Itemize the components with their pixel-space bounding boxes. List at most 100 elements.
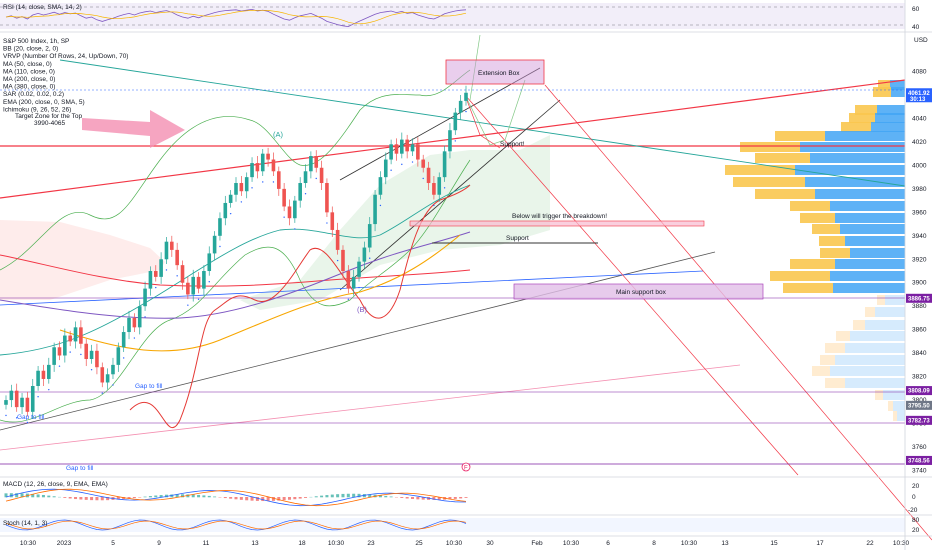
- volume-bar-down: [755, 189, 815, 199]
- macd-bar: [213, 496, 217, 498]
- volume-bar-down: [825, 378, 845, 388]
- volume-bar-up: [805, 177, 905, 187]
- sar-dot: [304, 193, 307, 195]
- candle-body: [250, 163, 254, 178]
- macd-bar: [148, 496, 152, 498]
- candle-body: [244, 177, 249, 192]
- rsi-band: [0, 3, 905, 29]
- y-tick-label: 3860: [912, 327, 927, 334]
- x-tick-label: 5: [111, 540, 115, 547]
- macd-bar: [330, 494, 334, 498]
- event-marker[interactable]: [461, 462, 471, 472]
- candle-body: [405, 139, 409, 152]
- stoch-d-line: [5, 520, 467, 530]
- x-tick-label: 6: [606, 540, 610, 547]
- candle-body: [346, 271, 351, 289]
- volume-bar-down: [770, 271, 830, 281]
- sar-dot: [122, 357, 125, 359]
- price-tag: [906, 455, 932, 465]
- macd-bar: [170, 494, 174, 498]
- macd-bar: [266, 497, 270, 502]
- black-support-trendline: [0, 251, 716, 431]
- volume-bar-down: [790, 201, 830, 211]
- indicator-legend-item: MA (50, close, 0): [3, 61, 52, 68]
- price-tag: [906, 88, 932, 103]
- candle-body: [282, 188, 286, 207]
- macd-bar: [352, 493, 356, 498]
- sar-dot: [315, 177, 317, 180]
- x-tick-label: 25: [415, 540, 423, 547]
- rsi-ma-line: [5, 9, 467, 25]
- volume-bar-down: [875, 390, 883, 400]
- price-tag-value: 3748.56: [908, 458, 930, 464]
- macd-bar: [298, 497, 302, 499]
- macd-bar: [100, 497, 104, 501]
- macd-histogram: [4, 493, 468, 502]
- volume-bar-down: [740, 142, 800, 152]
- macd-bar: [336, 494, 340, 498]
- volume-bar-up: [850, 248, 905, 258]
- sar-dot: [229, 212, 232, 215]
- volume-bar-up: [800, 142, 905, 152]
- macd-bar: [20, 493, 24, 498]
- candle-body: [362, 247, 367, 262]
- volume-bar-down: [725, 165, 795, 175]
- candle-body: [84, 343, 89, 360]
- y-tick-label: 3960: [912, 209, 927, 216]
- candle-body: [260, 153, 265, 172]
- macd-tick-minus20: -20: [908, 507, 918, 514]
- indicator-legend-item: EMA (200, close, 0, SMA, 5): [3, 99, 85, 106]
- volume-bar-down: [855, 105, 877, 115]
- volume-bar-up: [877, 105, 905, 115]
- stoch-pane: Stoch (14, 1, 3) 80 20: [0, 517, 920, 534]
- price-tag: [906, 400, 932, 410]
- volume-bar-up: [850, 331, 905, 341]
- macd-bar: [191, 494, 195, 498]
- volume-bar-up: [897, 411, 905, 421]
- breakdown-box[interactable]: [409, 220, 705, 227]
- y-tick-label: 3880: [912, 303, 927, 310]
- macd-bar: [405, 497, 409, 499]
- candle-body: [127, 317, 131, 333]
- candle-body: [287, 206, 292, 219]
- macd-bar: [202, 495, 206, 498]
- macd-bar: [304, 497, 308, 498]
- indicator-legend-item: MA (380, close, 0): [3, 84, 55, 91]
- sar-dot: [433, 204, 435, 207]
- sar-dot: [176, 275, 178, 277]
- ma-50: [0, 184, 471, 356]
- candle-body: [309, 156, 313, 172]
- volume-bar-down: [877, 295, 885, 305]
- rsi-tick-40: 40: [912, 24, 920, 31]
- macd-bar: [437, 497, 441, 500]
- volume-profile: [725, 80, 905, 421]
- macd-bar: [325, 495, 329, 498]
- candle-body: [148, 271, 153, 289]
- support-label: Support: [506, 235, 529, 242]
- extension-box[interactable]: [445, 59, 545, 85]
- candle-body: [57, 347, 62, 356]
- sar-dot: [369, 257, 371, 259]
- main-support-label: Main support box: [616, 289, 667, 296]
- price-tag-value: 4061.92: [908, 91, 930, 97]
- sar-dot: [101, 392, 103, 394]
- macd-bar: [448, 497, 452, 500]
- candle-body: [95, 350, 99, 368]
- sar-dot: [80, 353, 82, 356]
- sar-dot: [262, 181, 264, 183]
- candle-body: [186, 282, 190, 295]
- ema-200: [59, 234, 461, 352]
- candle-body: [180, 265, 185, 283]
- indicator-legend-item: MA (110, close, 0): [3, 68, 55, 75]
- macd-bar: [31, 493, 35, 498]
- wave-a-label: (A): [273, 130, 284, 139]
- candle-body: [437, 177, 442, 195]
- volume-bar-up: [845, 378, 905, 388]
- main-support-box[interactable]: [513, 283, 764, 300]
- y-tick-label: 3900: [912, 280, 927, 287]
- candle-body: [175, 249, 179, 266]
- x-tick-label: 10:30: [20, 540, 37, 547]
- volume-bar-up: [835, 355, 905, 365]
- macd-bar: [378, 495, 382, 498]
